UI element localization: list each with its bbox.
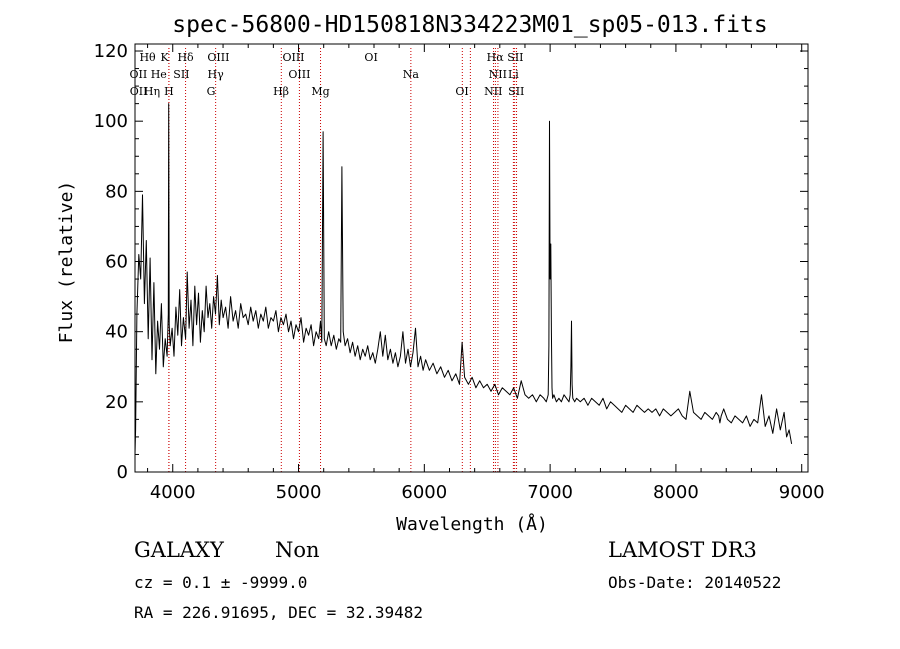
y-axis-label: Flux (relative)	[56, 181, 77, 344]
chart-title: spec-56800-HD150818N334223M01_sp05-013.f…	[172, 12, 767, 38]
line-label: OIII	[282, 51, 304, 64]
x-tick-label: 4000	[150, 482, 196, 503]
subclass-label: Non	[275, 538, 320, 562]
line-label: SII	[507, 51, 523, 64]
line-label: He	[151, 68, 167, 81]
line-label: OI	[455, 85, 468, 98]
line-label: Mg	[311, 85, 329, 98]
x-axis-label: Wavelength (Å)	[396, 513, 548, 535]
line-label: Li	[508, 68, 519, 81]
y-tick-label: 100	[94, 111, 128, 132]
line-label: H	[164, 85, 174, 98]
class-label: GALAXY	[134, 538, 224, 562]
line-label: Na	[403, 68, 420, 81]
x-tick-label: 6000	[401, 482, 447, 503]
line-label: OIII	[288, 68, 310, 81]
line-label: NII	[489, 68, 507, 81]
line-label: Hα	[487, 51, 505, 64]
line-label: Hγ	[208, 68, 225, 81]
line-label: Hη	[144, 85, 160, 98]
line-label: NII	[484, 85, 502, 98]
y-tick-label: 20	[105, 392, 128, 413]
survey-label: LAMOST DR3	[608, 538, 757, 562]
x-axis: 4000 5000 6000 7000 8000 9000	[147, 44, 825, 503]
line-label: Hβ	[273, 85, 289, 98]
cz-readout: cz = 0.1 ± -9999.0	[134, 573, 308, 592]
ra-dec-readout: RA = 226.91695, DEC = 32.39482	[134, 603, 423, 622]
line-label: OIII	[207, 51, 229, 64]
x-tick-label: 8000	[653, 482, 699, 503]
spectrum-line	[134, 103, 793, 455]
line-label: OII	[130, 68, 148, 81]
y-tick-label: 40	[105, 322, 128, 343]
obs-date-readout: Obs-Date: 20140522	[608, 573, 782, 592]
line-label: G	[207, 85, 216, 98]
line-label: SII	[173, 68, 189, 81]
y-tick-label: 80	[105, 181, 128, 202]
spectrum-series	[134, 103, 793, 455]
y-tick-label: 60	[105, 252, 128, 273]
spectrum-chart: spec-56800-HD150818N334223M01_sp05-013.f…	[56, 12, 825, 535]
x-tick-label: 5000	[276, 482, 322, 503]
x-tick-label: 9000	[779, 482, 825, 503]
line-label: SII	[508, 85, 524, 98]
line-label: Hδ	[177, 51, 194, 64]
plot-frame	[134, 43, 809, 473]
line-label: OII	[130, 85, 148, 98]
y-tick-label: 0	[117, 462, 128, 483]
y-tick-label: 120	[94, 41, 128, 62]
line-label: Hθ	[139, 51, 156, 64]
x-tick-label: 7000	[527, 482, 573, 503]
line-label: OI	[364, 51, 377, 64]
y-axis: 0 20 40 60 80 100 120	[94, 41, 808, 483]
line-label: K	[160, 51, 169, 64]
